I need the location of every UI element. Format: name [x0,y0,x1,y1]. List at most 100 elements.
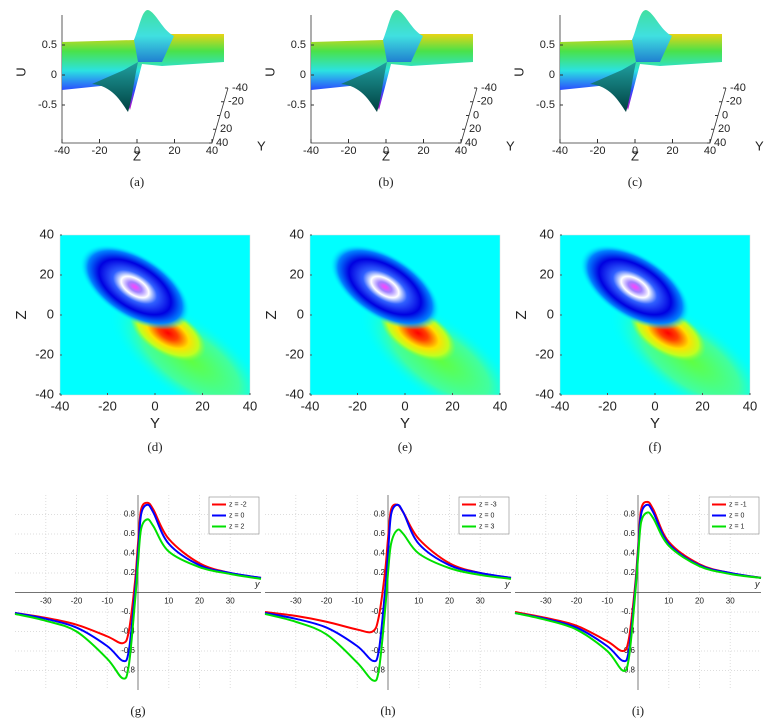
y-tick-label: 0.2 [624,568,636,577]
y-tick-label: 0 [47,306,54,321]
x-axis-label: Z [631,148,639,163]
y-tick-label: -0.2 [621,607,635,616]
x-tick-label: 20 [417,145,429,157]
y-tick-label: 20 [540,266,554,281]
legend-label: z = -3 [479,501,497,508]
y-axis-label: Y [506,138,515,153]
y-axis-label: Y [257,138,266,153]
x-tick-label: 0 [401,398,408,413]
line-plot: -30 -20 -10 10 20 30-0.8-0.6-0.4-0.20.20.40.6… [514,495,762,690]
x-tick-label: 40 [743,398,757,413]
x-tick-label: 20 [445,597,454,606]
field-image [60,235,250,395]
y-tick-label: -40 [35,386,54,401]
x-tick-label: -30 [540,597,552,606]
x-tick-label: 10 [164,597,173,606]
caption: (f) [649,439,662,454]
caption: (b) [378,174,393,189]
x-tick-label: 20 [695,597,704,606]
y-tick-label: 0 [473,109,479,121]
y-tick-label: 20 [469,123,481,135]
y-tick-label: -20 [285,346,304,361]
x-axis-label: y [504,579,510,589]
x-tick-label: -20 [321,597,333,606]
x-tick-label: -20 [590,145,606,157]
y-tick-label: -20 [726,96,742,108]
field-image [310,235,500,395]
x-axis-label: y [754,579,760,589]
y-tick-label: 20 [40,266,54,281]
z-tick-label: -0.5 [287,99,306,111]
negative-lobe [329,244,441,330]
x-tick-label: 0 [383,145,389,157]
x-tick-label: 40 [206,145,218,157]
x-tick-label: 10 [414,597,423,606]
y-tick-label: 0.4 [624,549,636,558]
x-tick-label: -20 [571,597,583,606]
x-tick-label: -40 [552,145,568,157]
legend-label: z = 3 [479,523,494,530]
negative-lobe [579,244,691,330]
x-tick-label: -40 [51,398,70,413]
x-axis-label: Z [382,148,390,163]
y-tick-label: 20 [718,123,730,135]
y-tick-label: -20 [535,346,554,361]
y-tick-label: 40 [290,226,304,241]
x-tick-label: 40 [243,398,257,413]
y-tick-label: -20 [477,96,493,108]
y-tick-label: -20 [35,346,54,361]
y-tick-label: -0.2 [121,607,135,616]
z-tick-label: 0.5 [540,39,555,51]
line-plot: -30 -20 -10 10 20 30-0.8-0.6-0.4-0.20.20.40.6… [14,495,262,690]
z-tick-label: -0.5 [536,99,555,111]
x-tick-label: -40 [303,145,319,157]
y-tick-label: 0 [297,306,304,321]
x-axis-label: Y [650,415,660,432]
x-tick-label: -20 [598,398,617,413]
y-tick-label: -20 [228,96,244,108]
z-axis-label: U [511,67,526,76]
x-tick-label: 40 [493,398,507,413]
caption: (i) [632,703,644,718]
x-tick-label: 0 [651,398,658,413]
caption: (e) [398,439,412,454]
z-axis-label: U [262,67,277,76]
y-tick-label: 0.4 [374,549,386,558]
x-axis-label: Y [150,415,160,432]
y-tick-label: 0.8 [624,510,636,519]
heatmap-plot: -40 -20 0 20 40 -40 -20 0 20 40 Y Z [13,226,257,432]
y-tick-label: 0 [224,109,230,121]
x-tick-label: -10 [101,597,113,606]
y-tick-label: 0.2 [124,568,136,577]
legend-label: z = -1 [729,501,747,508]
y-tick-label: 40 [465,137,477,149]
surface-trough [341,62,387,112]
surface-trough [590,62,636,112]
y-tick-label: -40 [232,82,248,94]
x-tick-label: 30 [226,597,235,606]
z-tick-label: 0.5 [291,39,306,51]
surface-peak [632,10,672,62]
x-tick-label: -40 [301,398,320,413]
y-axis-label: Z [263,310,280,319]
heatmap-plot: -40 -20 0 20 40 -40 -20 0 20 40 Y Z [513,226,757,432]
y-tick-label: -0.8 [621,666,635,675]
x-axis-label: Z [133,148,141,163]
y-tick-label: -40 [535,386,554,401]
x-tick-label: -40 [551,398,570,413]
x-tick-label: 0 [632,145,638,157]
surface-peak [134,10,174,62]
field-image [560,235,750,395]
series-line [264,503,512,663]
y-tick-label: -0.4 [371,627,385,636]
x-tick-label: 20 [168,145,180,157]
legend-label: z = 0 [479,512,494,519]
x-tick-label: -10 [601,597,613,606]
x-tick-label: -20 [341,145,357,157]
y-tick-label: 0 [547,306,554,321]
caption: (g) [130,703,145,718]
x-tick-label: 10 [664,597,673,606]
